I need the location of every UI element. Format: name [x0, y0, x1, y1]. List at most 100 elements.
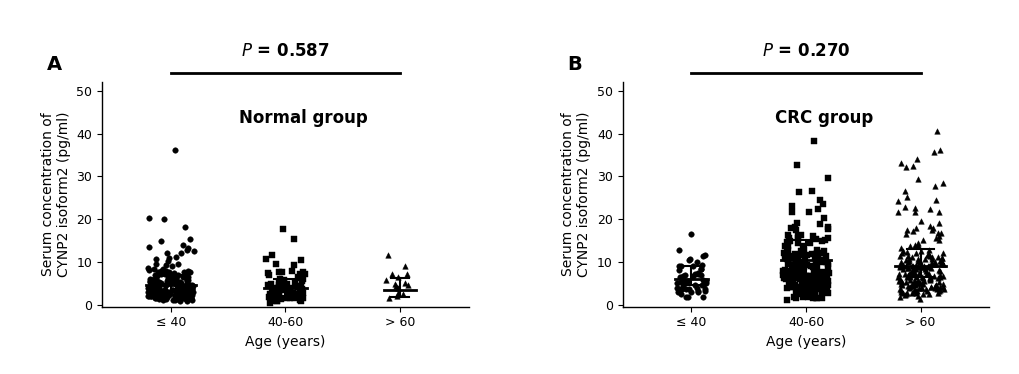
Point [292, 283, 309, 289]
Point [921, 283, 937, 289]
Point [813, 250, 829, 256]
Point [168, 275, 184, 280]
Point [158, 296, 174, 302]
Point [172, 285, 189, 291]
Point [934, 273, 951, 279]
Point [798, 273, 814, 279]
Point [696, 288, 712, 294]
Point [819, 270, 836, 276]
Point [177, 291, 194, 297]
Point [183, 292, 200, 298]
Point [932, 260, 949, 266]
Point [799, 282, 815, 288]
Point [677, 272, 693, 278]
Point [785, 266, 801, 272]
Point [906, 279, 922, 285]
Point [285, 236, 302, 242]
Point [779, 232, 795, 238]
Point [905, 263, 921, 269]
Point [798, 262, 814, 268]
Point [901, 272, 917, 278]
Point [789, 269, 805, 275]
Point [692, 266, 708, 272]
Point [291, 297, 308, 303]
Point [153, 280, 169, 286]
Point [930, 274, 947, 280]
Point [174, 282, 191, 288]
Point [788, 285, 804, 291]
Point [671, 247, 687, 253]
Point [668, 279, 685, 285]
Point [153, 238, 169, 244]
Point [157, 286, 173, 292]
Point [167, 147, 183, 153]
Point [674, 283, 690, 289]
Point [815, 215, 832, 221]
Point [920, 276, 936, 282]
Point [890, 271, 906, 277]
Point [694, 282, 710, 288]
Point [775, 267, 792, 273]
Point [292, 298, 309, 304]
Point [929, 267, 946, 273]
Point [172, 281, 189, 287]
Point [148, 286, 164, 292]
Point [782, 238, 798, 244]
Point [178, 289, 195, 295]
Point [807, 284, 823, 290]
Point [689, 271, 705, 277]
Point [934, 261, 951, 267]
Point [164, 288, 180, 294]
Point [379, 252, 395, 258]
Point [785, 255, 801, 261]
Point [786, 275, 802, 281]
Point [807, 279, 823, 285]
Point [916, 256, 932, 262]
Point [813, 269, 829, 275]
Point [792, 252, 808, 258]
Point [140, 293, 156, 299]
Point [788, 258, 804, 264]
Point [185, 248, 202, 254]
Point [920, 291, 936, 297]
Point [680, 286, 696, 292]
Point [151, 284, 167, 290]
Point [293, 278, 310, 284]
Point [892, 245, 908, 251]
Point [784, 203, 800, 209]
Point [271, 292, 287, 298]
Point [267, 297, 283, 303]
Point [151, 282, 167, 288]
Text: CRC group: CRC group [774, 109, 872, 127]
Point [795, 243, 811, 249]
Point [920, 248, 936, 254]
Point [140, 289, 156, 295]
Point [789, 265, 805, 271]
Point [288, 291, 305, 297]
Point [921, 274, 937, 280]
Point [165, 287, 181, 293]
Point [909, 175, 925, 181]
Point [906, 242, 922, 248]
Point [804, 264, 820, 270]
Point [156, 291, 172, 297]
Point [800, 294, 816, 300]
Point [912, 218, 928, 224]
Point [144, 277, 160, 283]
Point [810, 250, 826, 256]
Point [179, 282, 196, 288]
Point [891, 253, 907, 259]
Point [174, 242, 191, 248]
Point [178, 296, 195, 302]
Point [891, 294, 907, 300]
Point [269, 298, 285, 304]
Point [180, 277, 197, 283]
Point [789, 220, 805, 226]
Point [281, 293, 298, 299]
Point [159, 278, 175, 284]
Point [694, 276, 710, 282]
Point [894, 290, 910, 296]
Point [143, 276, 159, 282]
Point [150, 292, 166, 298]
Point [278, 295, 294, 301]
